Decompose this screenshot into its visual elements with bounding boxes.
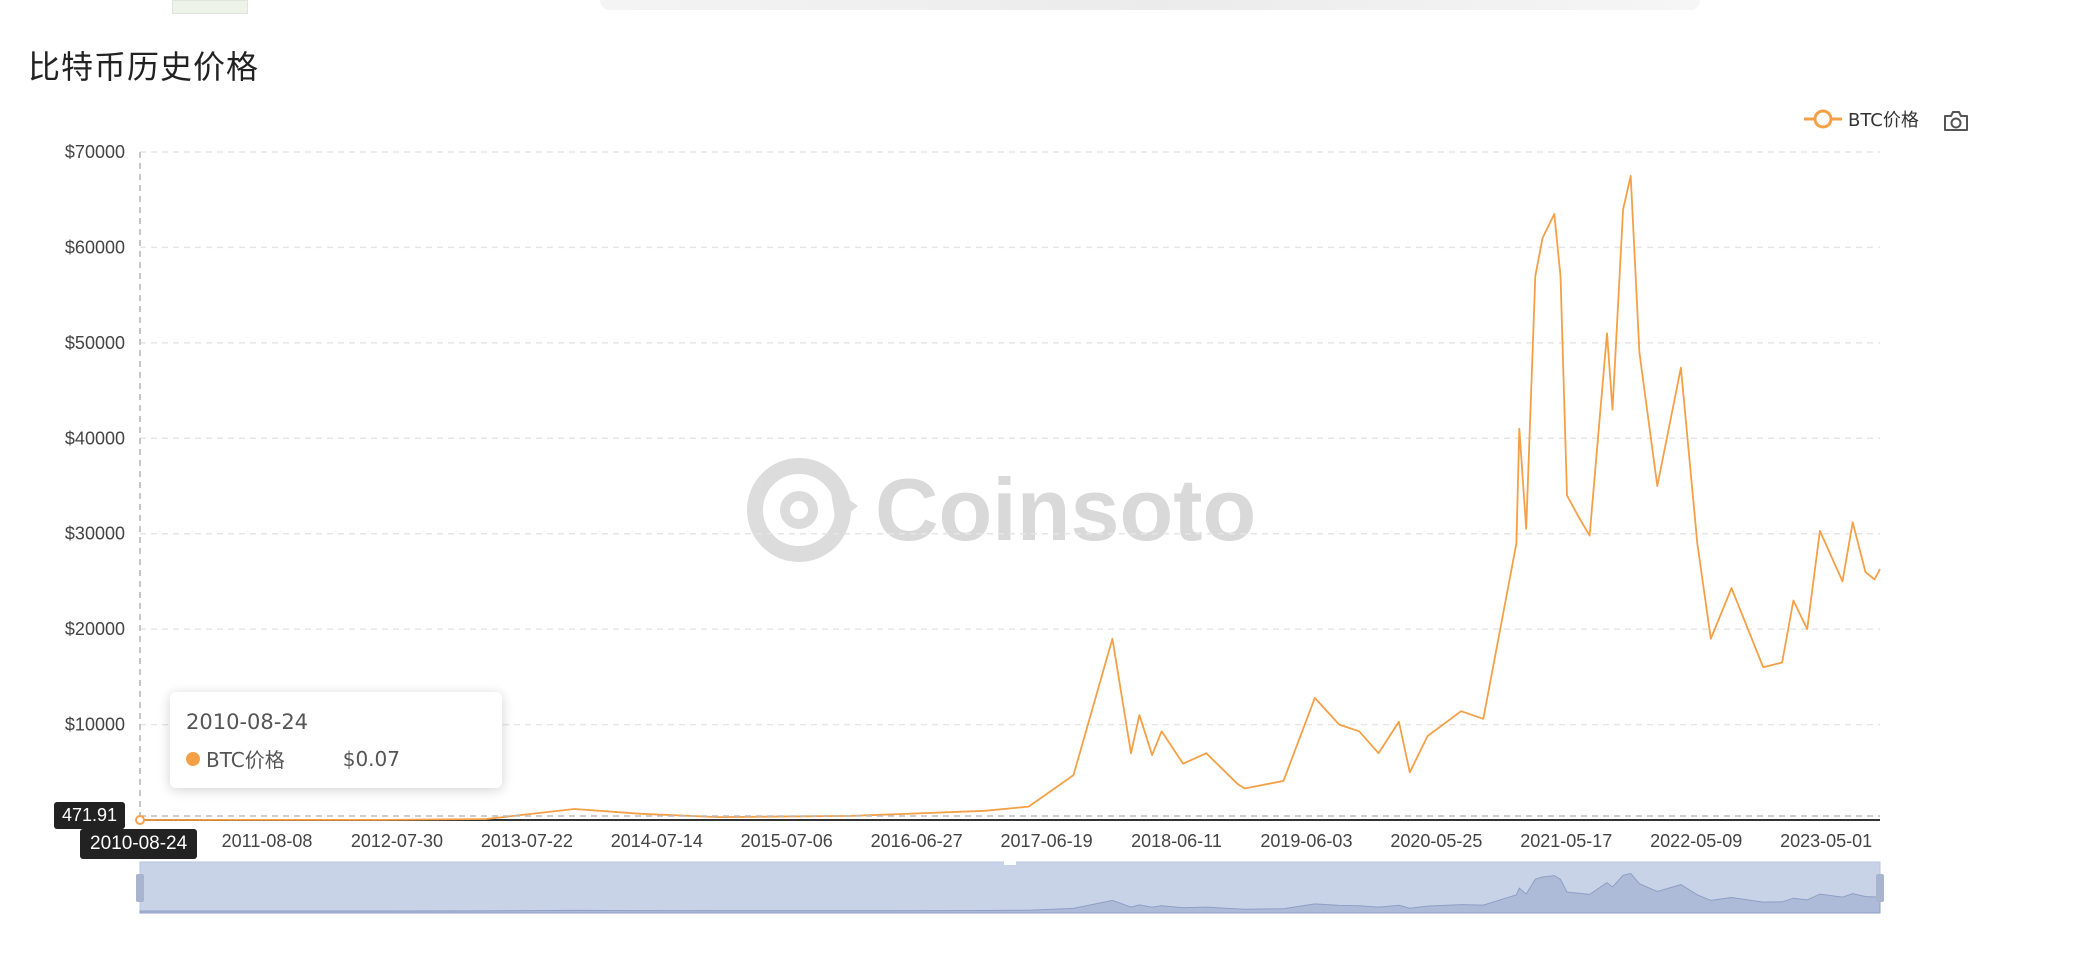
camera-icon[interactable] [1942, 108, 1970, 134]
x-tick-label: 2013-07-22 [481, 831, 573, 851]
slider-left-handle [136, 874, 144, 902]
legend-label: BTC价格 [1848, 110, 1919, 131]
series-layer [139, 175, 1881, 821]
cropped-banner [600, 0, 1700, 10]
axis-pointer [135, 152, 1880, 825]
grid-lines [140, 151, 1880, 726]
watermark-text: Coinsoto [875, 460, 1256, 559]
cropped-thumbnail [172, 0, 248, 14]
x-tick-label: 2019-06-03 [1260, 831, 1352, 851]
slider-right-handle [1876, 874, 1884, 902]
x-tick-label: 2015-07-06 [741, 831, 833, 851]
tooltip-series-dot [186, 751, 200, 766]
slider-drag-bar [1004, 861, 1016, 865]
x-tick-label: 2014-07-14 [611, 831, 703, 851]
x-tick-label: 2020-05-25 [1390, 831, 1482, 851]
y-tick-label: $70000 [65, 142, 125, 162]
tooltip-date: 2010-08-24 [186, 710, 309, 734]
x-tick-label: 2022-05-09 [1650, 831, 1742, 851]
y-tick-label: $20000 [65, 619, 125, 639]
x-tick-label: 2017-06-19 [1001, 831, 1093, 851]
y-tick-label: $50000 [65, 333, 125, 353]
datazoom-slider[interactable] [136, 861, 1884, 914]
x-axis-pointer-label: 2010-08-24 [80, 829, 198, 859]
y-tick-label: $10000 [65, 715, 125, 735]
tooltip-series-name: BTC价格 [206, 748, 285, 772]
pointer-point [135, 814, 145, 825]
y-tick-label: $40000 [65, 428, 125, 448]
x-tick-label: 2016-06-27 [871, 831, 963, 851]
x-tick-label: 2021-05-17 [1520, 831, 1612, 851]
watermark: Coinsoto [747, 458, 1256, 562]
legend-item-btc[interactable]: BTC价格 [1804, 106, 1919, 132]
tooltip-value: $0.07 [342, 746, 400, 771]
x-tick-label: 2023-05-01 [1780, 831, 1872, 851]
page-title: 比特币历史价格 [28, 48, 260, 86]
y-axis: $10000 $20000 $30000 $40000 $50000 $60000 $700… [65, 142, 141, 820]
x-axis: 2011-08-08 2012-07-30 2013-07-22 2014-07-14… [140, 819, 1880, 851]
x-tick-label: 2018-06-11 [1131, 831, 1222, 851]
legend-line-circle-icon [1804, 109, 1842, 129]
top-cropped-header [0, 0, 2082, 14]
x-tick-label: 2012-07-30 [351, 831, 443, 851]
coinsoto-logo-icon [747, 458, 858, 562]
slider-mini-area [139, 872, 1881, 914]
tooltip: 2010-08-24 BTC价格 $0.07 [170, 692, 502, 788]
btc-price-line [139, 175, 1881, 821]
y-tick-label: $30000 [65, 524, 125, 544]
x-tick-label: 2011-08-08 [222, 831, 313, 851]
y-axis-pointer-label: 471.91 [54, 802, 126, 829]
y-tick-label: $60000 [65, 237, 125, 257]
